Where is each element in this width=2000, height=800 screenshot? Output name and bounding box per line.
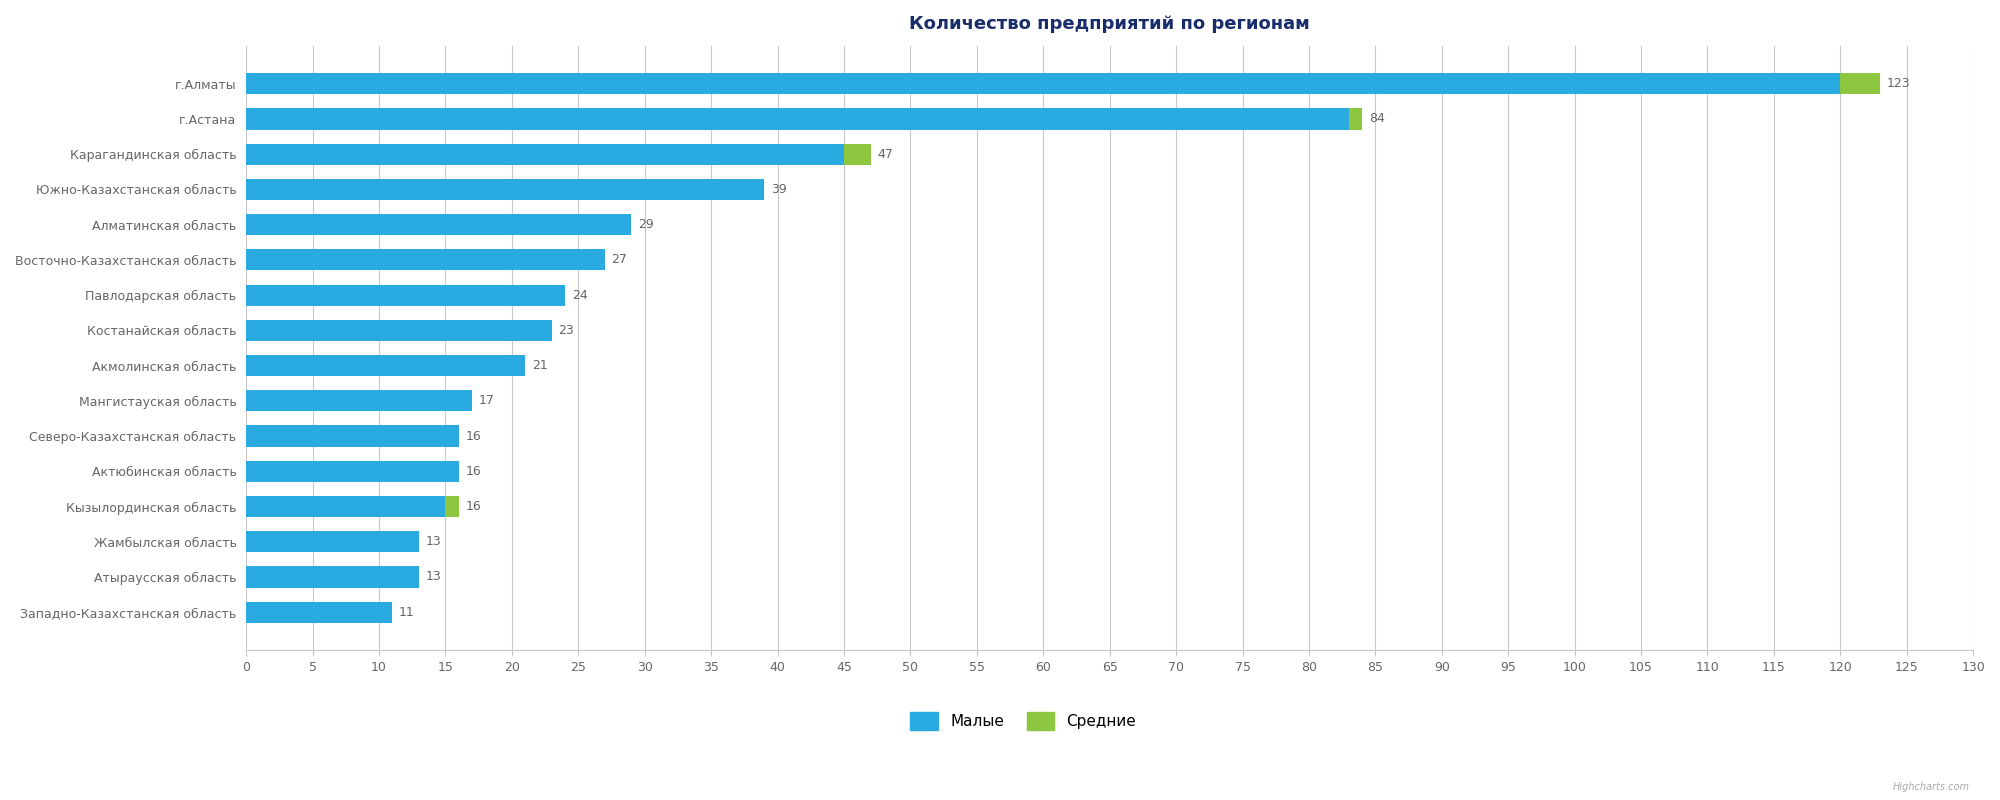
- Title: Количество предприятий по регионам: Количество предприятий по регионам: [910, 15, 1310, 33]
- Bar: [246, 461, 458, 482]
- Text: 13: 13: [426, 570, 442, 583]
- Text: 13: 13: [426, 535, 442, 548]
- Text: 27: 27: [612, 254, 628, 266]
- Bar: [246, 179, 764, 200]
- Bar: [246, 250, 604, 270]
- Bar: [246, 426, 458, 446]
- Bar: [1840, 73, 1880, 94]
- Bar: [446, 496, 458, 517]
- Bar: [246, 144, 844, 165]
- Text: 47: 47: [878, 148, 894, 161]
- Bar: [246, 108, 1348, 130]
- Bar: [246, 602, 392, 622]
- Bar: [1348, 108, 1362, 130]
- Text: 11: 11: [398, 606, 414, 618]
- Text: 84: 84: [1368, 113, 1384, 126]
- Bar: [246, 390, 472, 411]
- Text: 39: 39: [770, 183, 786, 196]
- Text: 17: 17: [478, 394, 494, 407]
- Bar: [844, 144, 870, 165]
- Text: 16: 16: [466, 465, 482, 478]
- Text: 16: 16: [466, 430, 482, 442]
- Bar: [246, 214, 632, 235]
- Bar: [246, 496, 446, 517]
- Text: 21: 21: [532, 359, 548, 372]
- Bar: [246, 566, 418, 587]
- Bar: [246, 531, 418, 552]
- Bar: [246, 285, 566, 306]
- Text: 24: 24: [572, 289, 588, 302]
- Bar: [246, 320, 552, 341]
- Legend: Малые, Средние: Малые, Средние: [904, 706, 1142, 736]
- Bar: [246, 73, 1840, 94]
- Text: 23: 23: [558, 324, 574, 337]
- Text: 123: 123: [1886, 78, 1910, 90]
- Text: Highcharts.com: Highcharts.com: [1892, 782, 1970, 792]
- Bar: [246, 355, 526, 376]
- Text: 29: 29: [638, 218, 654, 231]
- Text: 16: 16: [466, 500, 482, 513]
